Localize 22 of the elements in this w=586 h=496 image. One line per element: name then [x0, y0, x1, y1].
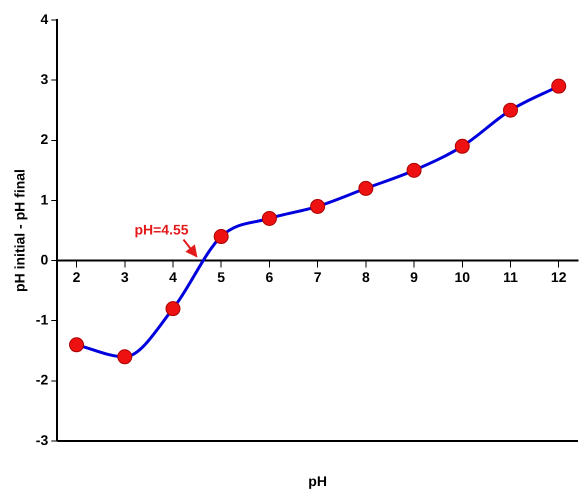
- x-tick-label: 2: [72, 268, 81, 285]
- x-tick-label: 3: [120, 268, 129, 285]
- x-tick-label: 11: [503, 268, 518, 285]
- y-axis-title: pH initial - pH final: [11, 169, 28, 292]
- y-tick-label: 3: [40, 71, 48, 87]
- y-tick-label: -2: [36, 372, 48, 388]
- x-tick-label: 10: [454, 268, 470, 285]
- x-axis-title: pH: [308, 473, 327, 489]
- y-tick-label: 1: [40, 191, 48, 208]
- y-tick-label: -1: [36, 312, 48, 328]
- x-tick-label: 5: [217, 268, 226, 285]
- y-tick-label: -3: [36, 432, 48, 448]
- y-tick-label: 4: [40, 10, 48, 27]
- x-tick-label: 4: [169, 268, 178, 285]
- x-tick-label: 6: [266, 268, 274, 285]
- y-tick-label: 0: [40, 251, 48, 268]
- x-tick-label: 12: [550, 268, 567, 285]
- x-tick-label: 8: [362, 268, 370, 285]
- x-tick-label: 7: [314, 268, 322, 285]
- annotation: pH=4.55: [134, 222, 189, 238]
- y-tick-label: 2: [40, 131, 48, 148]
- x-tick-label: 9: [410, 268, 418, 285]
